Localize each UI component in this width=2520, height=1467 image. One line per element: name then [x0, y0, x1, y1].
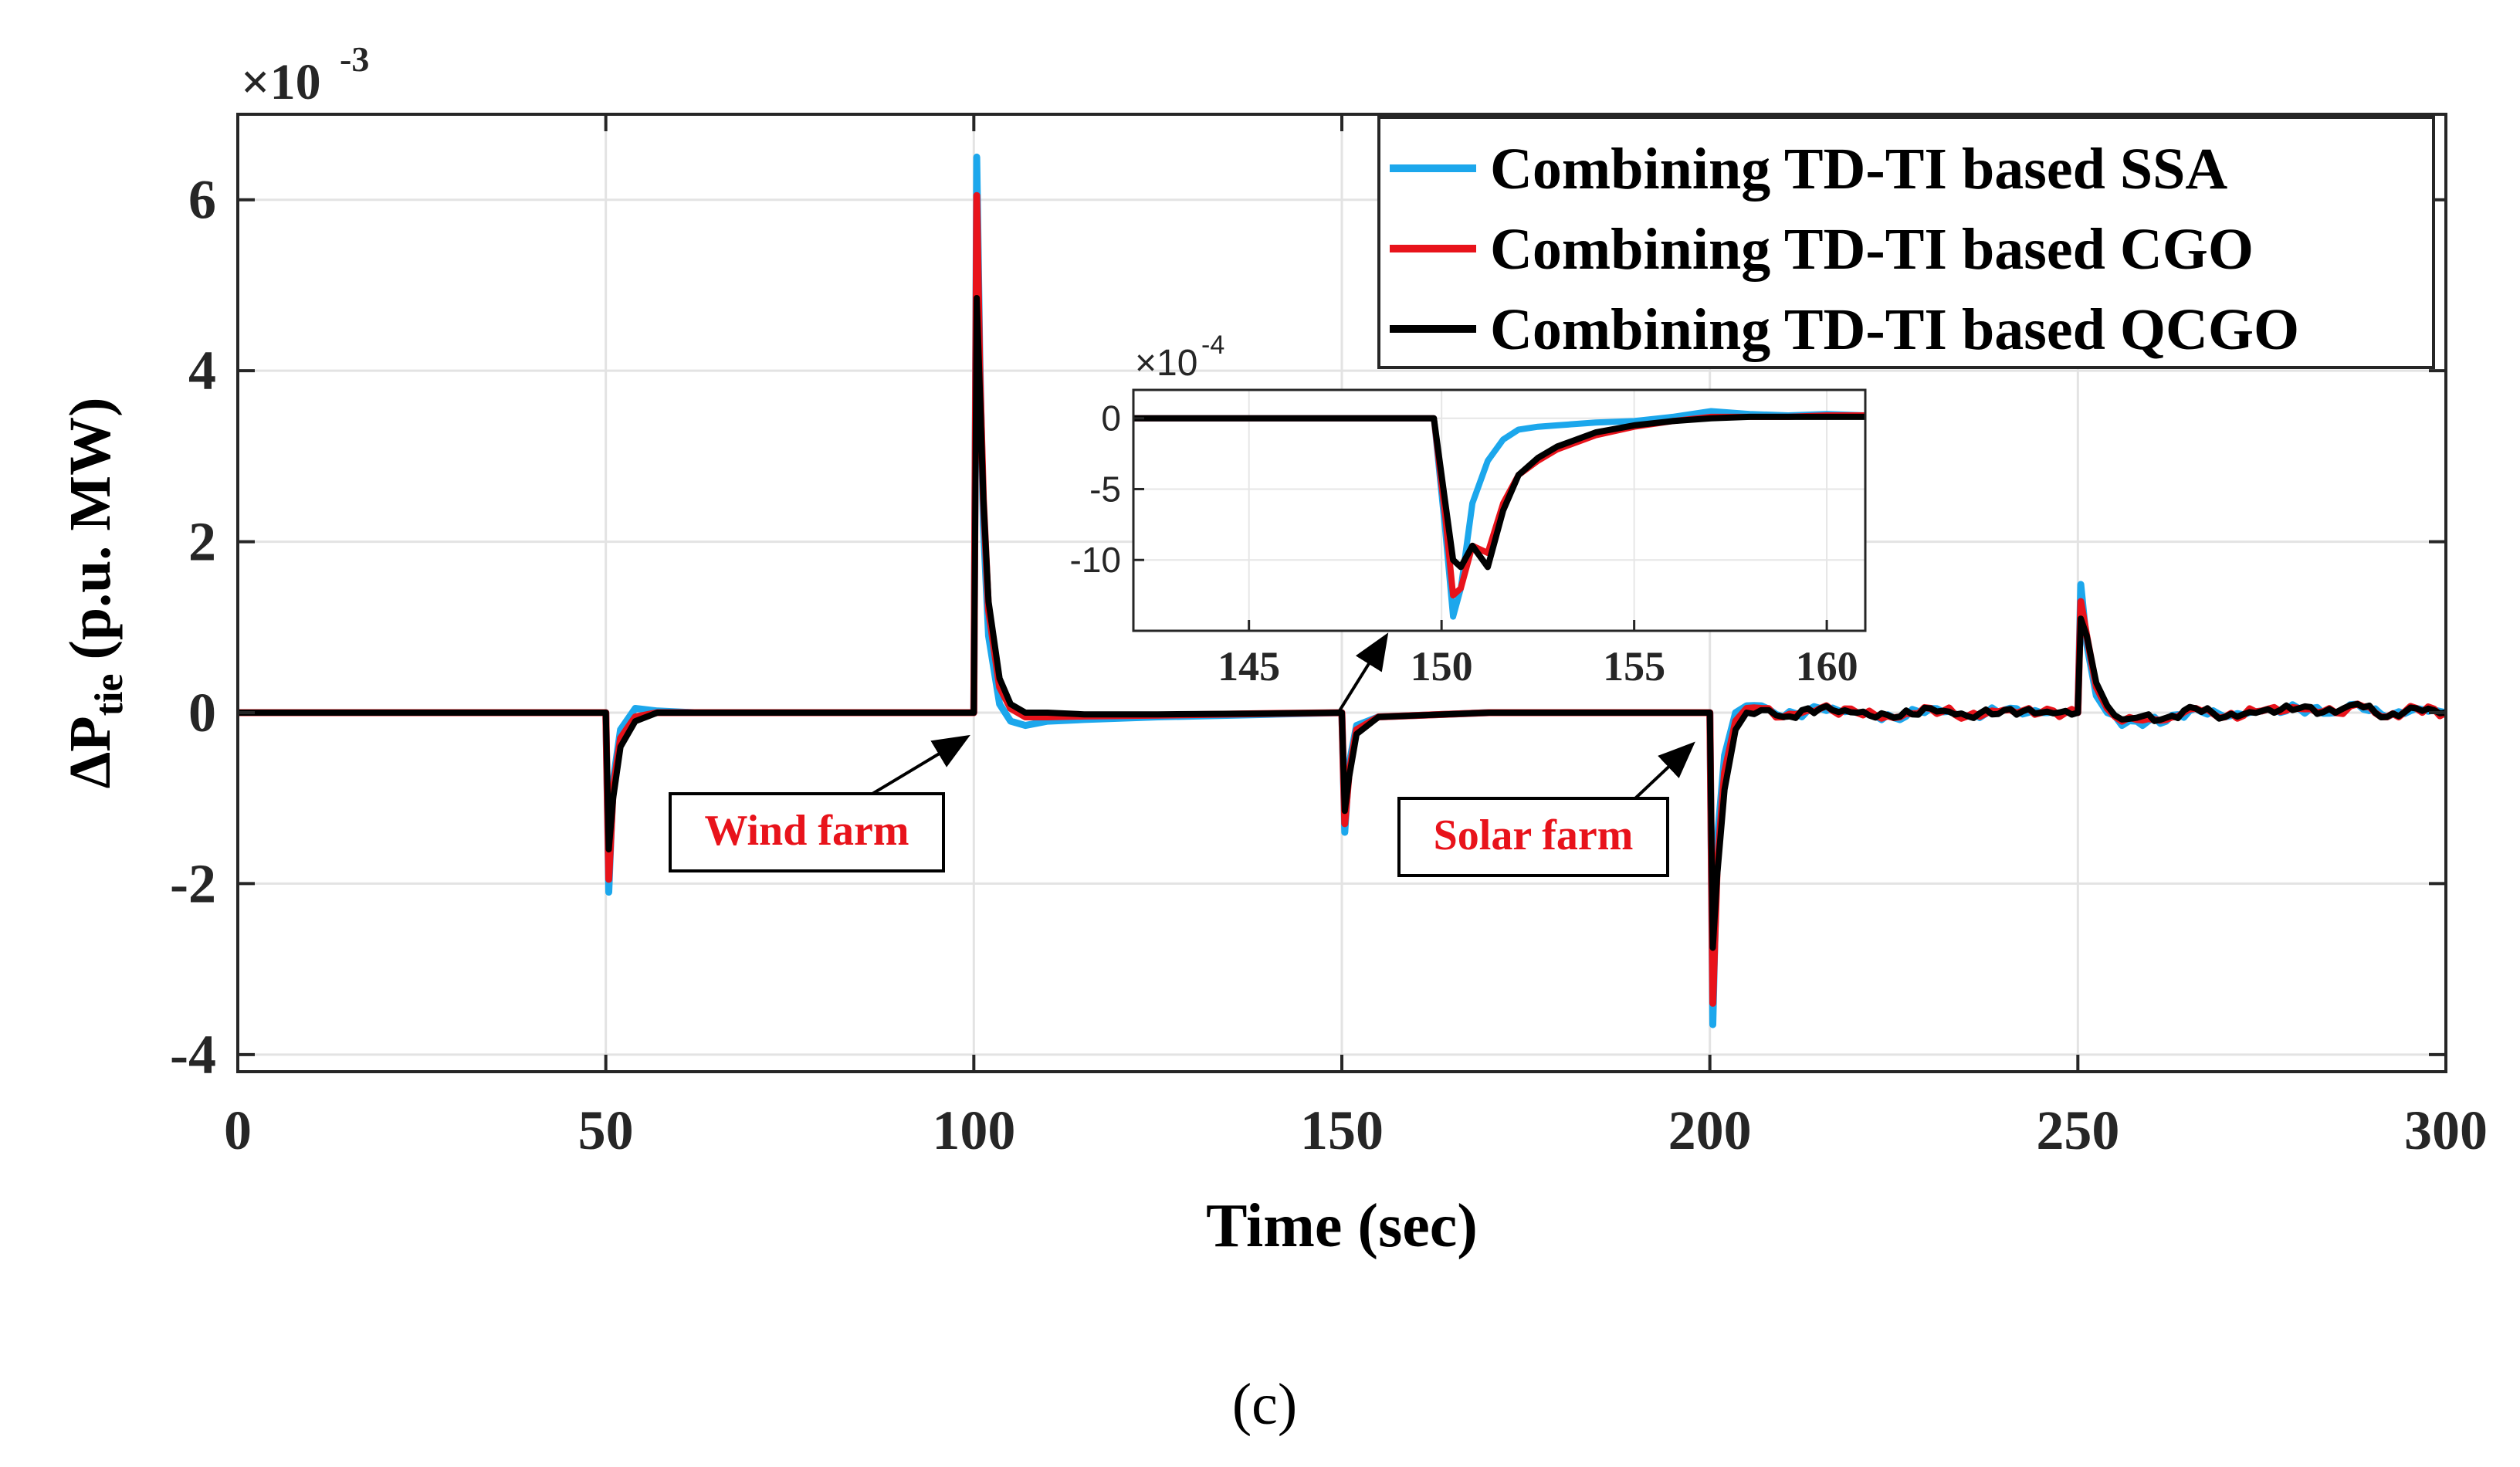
inset-pointer-arrow — [1337, 632, 1389, 713]
y-tick-label: 2 — [188, 511, 216, 573]
legend: Combining TD-TI based SSA Combining TD-TI… — [1377, 116, 2435, 369]
x-tick-label: 200 — [1668, 1099, 1752, 1161]
y-tick-label: 4 — [188, 340, 216, 401]
x-tick-label: 0 — [224, 1099, 252, 1161]
annotations: Wind farm Solar farm — [669, 632, 1695, 877]
inset-series — [1133, 408, 1866, 620]
figure-caption: (c) — [1232, 1372, 1297, 1437]
series-line-3 — [238, 295, 2447, 951]
inset-y-tick-label: -10 — [1070, 540, 1121, 580]
inset-series-line-3 — [1133, 413, 1865, 571]
x-tick-label: 50 — [578, 1099, 634, 1161]
y-tick-label: 0 — [188, 682, 216, 744]
solar-farm-arrow — [1634, 741, 1695, 800]
legend-box — [1377, 116, 2435, 369]
inset-x-tick-label: 150 — [1411, 643, 1473, 689]
y-label-sub: tie — [87, 673, 131, 716]
inset-plot: 145 150 155 160 -10 -5 0 ×10 -4 — [1070, 330, 1867, 689]
main-ticks: 0 50 100 150 200 250 300 -4 -2 0 2 4 6 — [170, 114, 2488, 1161]
x-tick-label: 150 — [1300, 1099, 1384, 1161]
y-tick-label: 6 — [188, 169, 216, 231]
wind-farm-label-box — [669, 792, 945, 872]
inset-x-tick-label: 155 — [1603, 643, 1665, 689]
y-tick-label: -2 — [170, 852, 216, 914]
wind-farm-label: Wind farm — [705, 807, 909, 855]
legend-label-3: Combining TD-TI based QCGO — [1490, 297, 2299, 362]
inset-frame — [1132, 388, 1867, 632]
y-scale-base: ×10 — [241, 54, 321, 110]
y-scale-exponent: -3 — [340, 39, 369, 79]
y-label-unit: (p.u. MW) — [58, 398, 123, 660]
svg-text:ΔPtie(p.u. MW): ΔPtie (p.u. MW) — [58, 398, 131, 789]
inset-x-tick-label: 145 — [1218, 643, 1280, 689]
inset-y-scale-base: ×10 — [1135, 343, 1197, 384]
y-label-main: ΔP — [58, 716, 123, 788]
legend-label-2: Combining TD-TI based CGO — [1490, 217, 2254, 282]
inset-y-scale-exponent: -4 — [1201, 330, 1224, 360]
inset-ticks: 145 150 155 160 -10 -5 0 — [1070, 398, 1858, 689]
y-axis-label: ΔPtie (p.u. MW) — [58, 398, 131, 789]
solar-farm-label-box — [1397, 797, 1669, 877]
x-tick-label: 250 — [2036, 1099, 2119, 1161]
wind-farm-arrow — [871, 734, 970, 795]
legend-label-1: Combining TD-TI based SSA — [1490, 137, 2227, 202]
main-series — [238, 153, 2448, 1028]
inset-x-tick-label: 160 — [1796, 643, 1858, 689]
x-axis-label: Time (sec) — [1206, 1192, 1478, 1260]
x-tick-label: 100 — [932, 1099, 1015, 1161]
inset-y-tick-label: -5 — [1089, 469, 1121, 509]
y-tick-label: -4 — [170, 1024, 216, 1086]
inset-y-tick-label: 0 — [1101, 398, 1121, 439]
x-tick-label: 300 — [2404, 1099, 2488, 1161]
solar-farm-label: Solar farm — [1434, 811, 1634, 859]
